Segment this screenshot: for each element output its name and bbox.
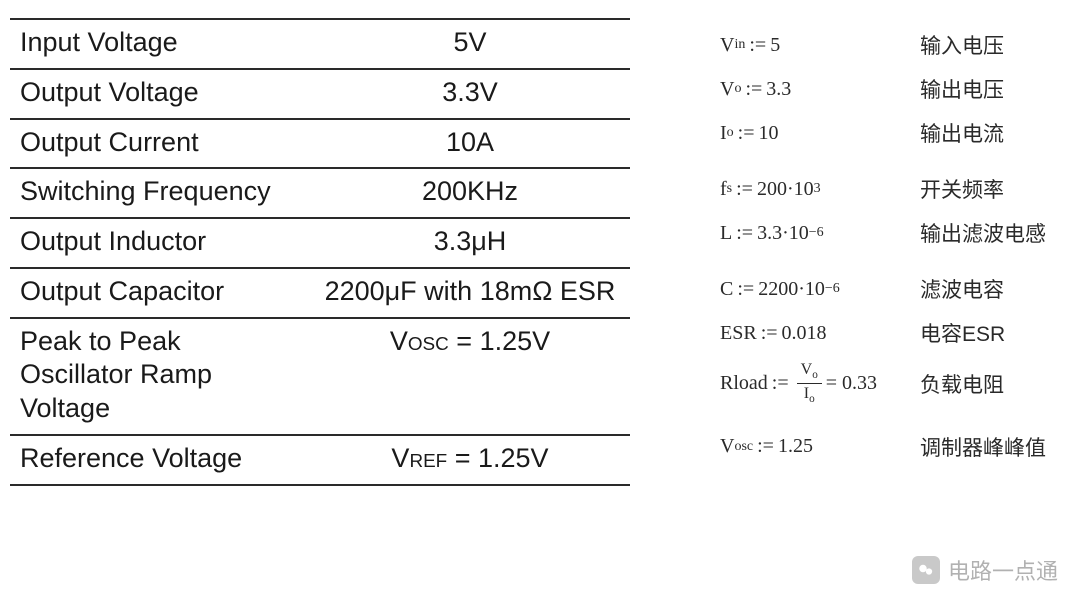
equation-row: Vosc := 1.25调制器峰峰值	[720, 432, 1060, 462]
equation-row: Rload := VoIo = 0.33负载电阻	[720, 362, 1060, 406]
equation-symbol: fs := 200·103	[720, 178, 920, 201]
value-cell: 200KHz	[310, 168, 630, 218]
equation-symbol: Vin := 5	[720, 34, 920, 57]
equation-label: 输出电压	[920, 74, 1004, 104]
param-cell: Input Voltage	[10, 19, 310, 69]
equation-symbol: Io := 10	[720, 122, 920, 145]
equation-label: 滤波电容	[920, 274, 1004, 304]
equation-label: 电容ESR	[920, 318, 1005, 348]
wechat-icon	[912, 556, 940, 584]
equation-label: 输入电压	[920, 30, 1004, 60]
equation-label: 负载电阻	[920, 369, 1004, 399]
equation-row: Vo := 3.3输出电压	[720, 74, 1060, 104]
equation-row: fs := 200·103开关频率	[720, 174, 1060, 204]
value-cell: 10A	[310, 119, 630, 169]
equations-panel: Vin := 5输入电压Vo := 3.3输出电压Io := 10输出电流fs …	[640, 0, 1080, 606]
value-cell: 3.3μH	[310, 218, 630, 268]
equation-label: 输出电流	[920, 118, 1004, 148]
watermark: 电路一点通	[912, 554, 1058, 586]
equation-symbol: L := 3.3·10−6	[720, 222, 920, 245]
table-row: Output Current10A	[10, 119, 630, 169]
equation-symbol: C := 2200·10−6	[720, 278, 920, 301]
table-row: Output Inductor3.3μH	[10, 218, 630, 268]
value-cell: 5V	[310, 19, 630, 69]
param-cell: Peak to Peak Oscillator Ramp Voltage	[10, 318, 310, 435]
table-row: Output Voltage3.3V	[10, 69, 630, 119]
equation-row: Io := 10输出电流	[720, 118, 1060, 148]
equation-row: ESR := 0.018电容ESR	[720, 318, 1060, 348]
param-cell: Output Inductor	[10, 218, 310, 268]
table-row: Reference VoltageVREF = 1.25V	[10, 435, 630, 485]
equation-label: 调制器峰峰值	[920, 432, 1046, 462]
table-row: Output Capacitor2200μF with 18mΩ ESR	[10, 268, 630, 318]
equation-symbol: Rload := VoIo = 0.33	[720, 362, 920, 406]
table-row: Switching Frequency200KHz	[10, 168, 630, 218]
spec-table-panel: Input Voltage5VOutput Voltage3.3VOutput …	[0, 0, 640, 606]
value-cell: 3.3V	[310, 69, 630, 119]
param-cell: Reference Voltage	[10, 435, 310, 485]
value-cell: VOSC = 1.25V	[310, 318, 630, 435]
equation-row: C := 2200·10−6滤波电容	[720, 274, 1060, 304]
equation-symbol: Vo := 3.3	[720, 78, 920, 101]
page-container: Input Voltage5VOutput Voltage3.3VOutput …	[0, 0, 1080, 606]
param-cell: Output Voltage	[10, 69, 310, 119]
spec-table: Input Voltage5VOutput Voltage3.3VOutput …	[10, 18, 630, 486]
equation-symbol: ESR := 0.018	[720, 322, 920, 345]
param-cell: Output Capacitor	[10, 268, 310, 318]
equation-label: 开关频率	[920, 174, 1004, 204]
equation-symbol: Vosc := 1.25	[720, 435, 920, 458]
table-row: Peak to Peak Oscillator Ramp VoltageVOSC…	[10, 318, 630, 435]
equation-row: Vin := 5输入电压	[720, 30, 1060, 60]
watermark-text: 电路一点通	[948, 554, 1058, 586]
table-row: Input Voltage5V	[10, 19, 630, 69]
value-cell: VREF = 1.25V	[310, 435, 630, 485]
param-cell: Output Current	[10, 119, 310, 169]
equation-row: L := 3.3·10−6输出滤波电感	[720, 218, 1060, 248]
param-cell: Switching Frequency	[10, 168, 310, 218]
equation-label: 输出滤波电感	[920, 218, 1046, 248]
value-cell: 2200μF with 18mΩ ESR	[310, 268, 630, 318]
